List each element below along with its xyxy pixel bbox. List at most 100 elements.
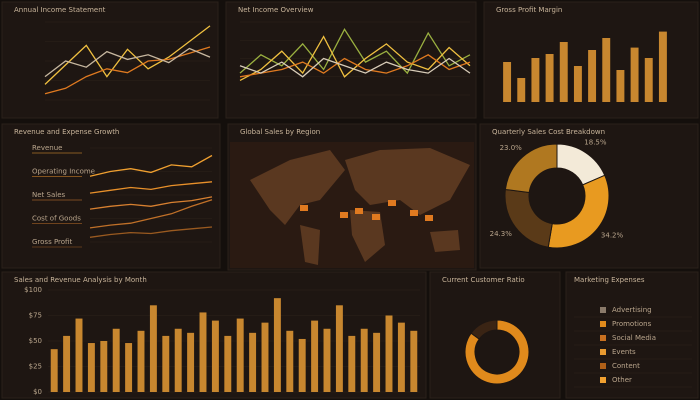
list-swatch <box>600 349 606 355</box>
y-tick-label: $75 <box>29 312 42 320</box>
chart-title: Sales and Revenue Analysis by Month <box>14 276 147 284</box>
continent <box>430 230 460 252</box>
bar <box>588 50 597 102</box>
bar <box>199 312 207 392</box>
list-item: Advertising <box>612 306 652 314</box>
bar <box>348 335 356 392</box>
line-series <box>89 196 213 210</box>
list-swatch <box>600 363 606 369</box>
bar <box>323 328 331 392</box>
list-item: Promotions <box>612 320 652 328</box>
continent <box>345 148 470 215</box>
chart-title: Current Customer Ratio <box>442 276 525 284</box>
pie-slice <box>470 319 498 340</box>
bar <box>149 305 157 392</box>
y-tick-label: $50 <box>29 337 42 345</box>
value-label: 23.0% <box>500 144 523 152</box>
chart-title: Gross Profit Margin <box>496 6 562 14</box>
chart-title: Quarterly Sales Cost Breakdown <box>492 128 605 136</box>
bar <box>616 70 625 102</box>
value-label: 24.3% <box>490 230 513 238</box>
region-highlight <box>355 208 363 214</box>
bar <box>162 335 170 392</box>
bar <box>174 328 182 392</box>
bar <box>125 343 133 392</box>
continent <box>250 150 345 225</box>
bar <box>545 54 554 102</box>
value-label: 18.5% <box>584 139 607 147</box>
panel <box>565 271 699 399</box>
bar <box>236 318 244 392</box>
line-series <box>239 35 471 81</box>
bar <box>75 318 83 392</box>
bar <box>137 330 145 392</box>
list-title: Marketing Expenses <box>574 276 645 284</box>
list-swatch <box>600 307 606 313</box>
legend-label: Gross Profit <box>32 238 72 246</box>
list-swatch <box>600 321 606 327</box>
list-item: Social Media <box>612 334 656 342</box>
line-series <box>239 54 471 78</box>
continent <box>350 210 385 262</box>
bar <box>286 330 294 392</box>
region-highlight <box>425 215 433 221</box>
list-item: Other <box>612 376 632 384</box>
region-highlight <box>410 210 418 216</box>
bar <box>602 38 611 102</box>
bar <box>503 62 512 102</box>
line-series <box>239 57 471 78</box>
bar <box>249 332 257 392</box>
bar <box>658 31 667 103</box>
chart-title: Revenue and Expense Growth <box>14 128 119 136</box>
line-series <box>89 154 213 177</box>
bar <box>298 338 306 392</box>
region-highlight <box>300 205 308 211</box>
y-tick-label: $25 <box>29 363 42 371</box>
list-swatch <box>600 377 606 383</box>
chart-title: Global Sales by Region <box>240 128 320 136</box>
bar <box>573 66 582 102</box>
bar <box>397 322 405 392</box>
pie-slice <box>504 143 558 194</box>
bar <box>385 315 393 392</box>
line-series <box>89 181 213 194</box>
bar <box>373 332 381 392</box>
list-swatch <box>600 335 606 341</box>
bar <box>224 335 232 392</box>
region-highlight <box>388 200 396 206</box>
legend-label: Cost of Goods <box>32 215 81 223</box>
bar <box>360 328 368 392</box>
panel <box>1 1 219 119</box>
panel <box>225 1 477 119</box>
legend-label: Revenue <box>32 144 63 152</box>
continent <box>300 225 320 265</box>
region-highlight <box>372 214 380 220</box>
bar <box>311 320 319 392</box>
y-tick-label: $0 <box>33 388 42 396</box>
bar <box>630 47 639 102</box>
legend-label: Operating Income <box>32 168 95 176</box>
chart-title: Net Income Overview <box>238 6 314 14</box>
bar <box>644 58 653 102</box>
line-series <box>44 25 211 85</box>
bar <box>517 78 526 102</box>
bar <box>261 322 269 392</box>
pie-slice <box>464 319 530 385</box>
bar <box>559 42 568 102</box>
y-tick-label: $100 <box>24 286 42 294</box>
bar <box>187 332 195 392</box>
bar <box>100 341 108 392</box>
bar <box>50 349 58 392</box>
list-item: Events <box>612 348 636 356</box>
pie-slice <box>547 174 610 249</box>
line-series <box>44 47 211 78</box>
bar <box>273 298 281 392</box>
line-series <box>89 199 213 229</box>
bar <box>112 328 120 392</box>
bar <box>335 305 343 392</box>
bar <box>531 58 540 102</box>
bar <box>63 335 71 392</box>
line-series <box>44 46 211 95</box>
